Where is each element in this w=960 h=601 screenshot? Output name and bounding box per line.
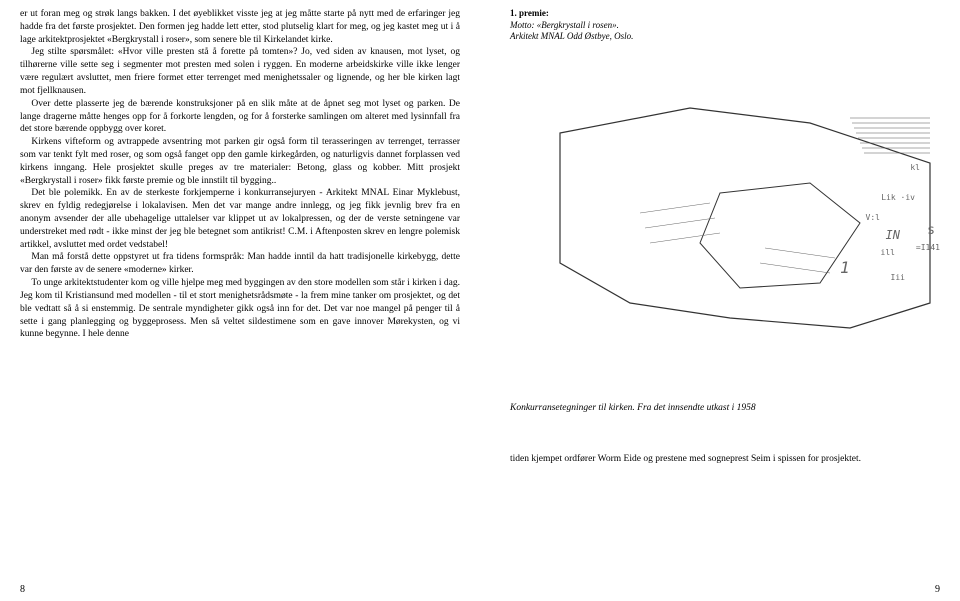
- right-page: 1. premie: Motto: «Bergkrystall i rosen»…: [480, 0, 960, 601]
- para-5: Det ble polemikk. En av de sterkeste for…: [20, 187, 460, 251]
- para-6: Man må forstå dette oppstyret ut fra tid…: [20, 251, 460, 277]
- prize-caption: 1. premie: Motto: «Bergkrystall i rosen»…: [510, 8, 940, 43]
- para-3: Over dette plasserte jeg de bærende kons…: [20, 98, 460, 136]
- scatter-label-3: ill: [881, 248, 895, 257]
- architectural-sketch: kl Lik ·iv IN ill Iii s 1 V:l =I141: [510, 63, 940, 343]
- prize-line1: 1. premie:: [510, 8, 940, 20]
- page-number-left: 8: [20, 584, 25, 595]
- para-7: To unge arkitektstudenter kom og ville h…: [20, 277, 460, 341]
- scatter-label-4: Iii: [891, 273, 905, 282]
- scatter-label-5: s: [927, 223, 935, 238]
- scatter-label-1: Lik ·iv: [881, 193, 915, 202]
- sketch-hatching: [850, 118, 930, 153]
- page-number-right: 9: [935, 584, 940, 595]
- prize-line3: Arkitekt MNAL Odd Østbye, Oslo.: [510, 31, 940, 43]
- sketch-inner-shape: [700, 183, 860, 288]
- scatter-label-0: kl: [910, 163, 920, 172]
- scatter-label-6: 1: [840, 258, 850, 277]
- para-2: Jeg stilte spørsmålet: «Hvor ville prest…: [20, 46, 460, 97]
- para-1: er ut foran meg og strøk langs bakken. I…: [20, 8, 460, 46]
- prize-line2: Motto: «Bergkrystall i rosen».: [510, 20, 940, 32]
- scatter-label-2: IN: [886, 228, 900, 242]
- left-page: er ut foran meg og strøk langs bakken. I…: [0, 0, 480, 601]
- article-body: er ut foran meg og strøk langs bakken. I…: [20, 8, 460, 341]
- sketch-svg: [510, 63, 940, 343]
- figure-caption: Konkurransetegninger til kirken. Fra det…: [510, 403, 940, 413]
- scatter-label-7: V:l: [866, 213, 880, 222]
- sketch-inner-lines: [640, 203, 835, 273]
- para-4: Kirkens vifteform og avtrappede avsentri…: [20, 136, 460, 187]
- scatter-label-8: =I141: [916, 243, 940, 252]
- continuation-text: tiden kjempet ordfører Worm Eide og pres…: [510, 453, 940, 466]
